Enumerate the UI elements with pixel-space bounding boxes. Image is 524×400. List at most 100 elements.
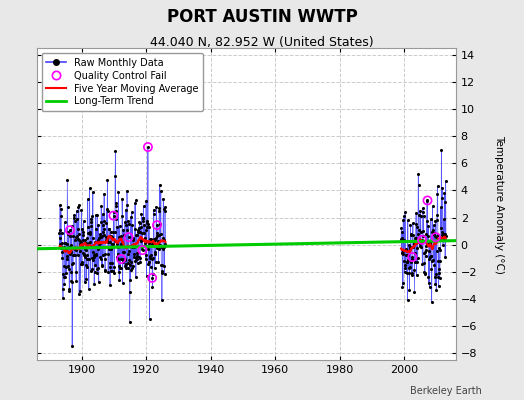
Point (60, 244, 68, 250)
Point (411, 259, 420, 265)
Point (135, 224, 143, 231)
Point (411, 237, 420, 243)
Point (155, 208, 163, 215)
Point (145, 224, 153, 230)
Point (155, 231, 163, 238)
Point (442, 233, 450, 240)
Point (441, 232, 449, 238)
Point (441, 231, 450, 237)
Point (79, 236, 88, 243)
Point (122, 265, 130, 271)
Point (102, 220, 111, 226)
Point (106, 228, 115, 235)
Point (99, 222, 107, 228)
Point (119, 249, 127, 255)
Point (136, 224, 145, 230)
Point (433, 212, 441, 218)
Point (126, 262, 134, 268)
Point (85, 244, 94, 251)
Point (63, 204, 72, 210)
Point (93, 246, 102, 252)
Point (149, 206, 158, 213)
Point (405, 264, 413, 271)
Point (138, 243, 147, 249)
Point (97, 219, 106, 225)
Point (56, 241, 64, 248)
Point (66, 227, 74, 234)
Point (399, 217, 407, 223)
Point (159, 206, 168, 212)
Point (97, 262, 106, 269)
Point (86, 229, 94, 236)
Point (96, 231, 104, 238)
Point (151, 237, 160, 243)
Point (133, 256, 141, 262)
Point (434, 232, 442, 238)
Point (156, 221, 165, 228)
Point (400, 213, 408, 220)
Point (79, 229, 87, 236)
Point (75, 290, 83, 297)
Point (124, 260, 132, 266)
Point (112, 216, 121, 223)
Point (125, 221, 133, 228)
Point (97, 202, 105, 209)
Point (78, 259, 86, 265)
Point (108, 241, 117, 247)
Point (91, 212, 100, 218)
Point (131, 200, 139, 206)
Point (158, 297, 166, 303)
Point (416, 240, 424, 246)
Point (124, 251, 133, 257)
Point (73, 252, 82, 258)
Point (94, 237, 102, 243)
Point (428, 203, 436, 209)
Point (70, 252, 79, 258)
Point (82, 262, 91, 268)
Point (416, 240, 424, 246)
Point (103, 237, 111, 243)
Point (431, 233, 439, 239)
Point (107, 234, 116, 240)
Point (73, 225, 82, 232)
Point (141, 227, 150, 234)
Point (128, 209, 136, 215)
Point (434, 274, 442, 281)
Point (67, 242, 75, 248)
Point (89, 235, 97, 242)
Point (60, 219, 69, 226)
Point (118, 213, 127, 220)
Point (136, 254, 144, 261)
Point (84, 224, 92, 230)
Point (411, 250, 419, 256)
Point (426, 254, 434, 260)
Point (118, 256, 126, 263)
Point (109, 212, 117, 219)
Point (84, 286, 93, 292)
Point (76, 248, 84, 254)
Point (69, 260, 78, 266)
Point (434, 258, 443, 264)
Point (421, 247, 430, 253)
Point (132, 232, 140, 238)
Point (397, 250, 406, 256)
Point (130, 242, 139, 248)
Point (409, 244, 418, 250)
Point (100, 232, 108, 238)
Point (150, 211, 158, 218)
Point (440, 198, 449, 205)
Point (113, 251, 122, 257)
Point (430, 230, 438, 236)
Point (421, 270, 429, 276)
Point (440, 231, 448, 238)
Point (131, 258, 139, 264)
Point (107, 233, 115, 239)
Point (63, 230, 72, 237)
Point (425, 241, 434, 248)
Point (72, 208, 81, 214)
Point (406, 264, 414, 270)
Point (81, 237, 90, 243)
Point (101, 268, 110, 274)
Point (144, 246, 152, 252)
Point (134, 227, 142, 234)
